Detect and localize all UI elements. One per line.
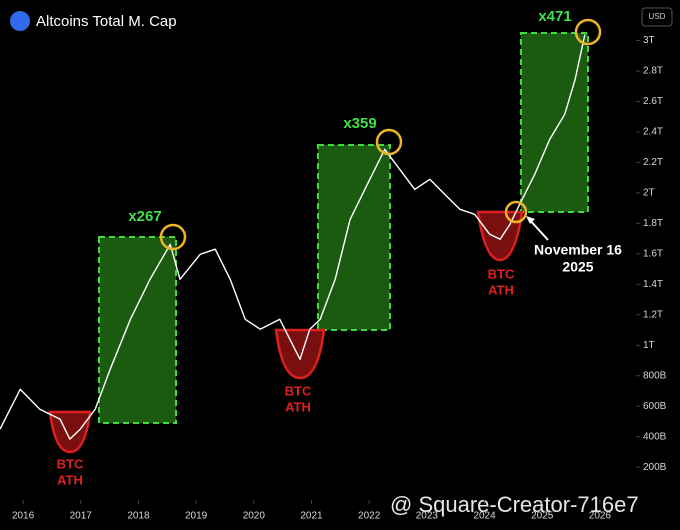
ath-label: BTC [57,456,84,471]
line [0,34,586,440]
ath-label: ATH [57,472,83,487]
y-tick-label: 2T [643,187,655,198]
x-tick-label: 2018 [127,511,150,522]
y-tick-label: 2.6T [643,96,663,107]
peak-circle [375,128,403,156]
gain-label: x359 [343,115,376,132]
y-tick-label: 600B [643,401,667,412]
gain-label: x267 [128,208,161,225]
x-tick-label: 2023 [416,511,439,522]
circles [159,18,602,251]
gain-label: x471 [538,8,571,25]
y-tick-label: 400B [643,431,667,442]
x-tick-label: 2025 [531,511,554,522]
currency-box [641,7,673,27]
y-tick-label: 2.4T [643,127,663,138]
y-tick-label: 800B [643,370,667,381]
x-tick-label: 2024 [473,511,496,522]
x-tick-label: 2026 [589,511,612,522]
ath-dip [274,328,326,380]
x-tick-label: 2021 [300,511,323,522]
peak-circle [574,18,602,46]
date-circle [504,200,528,224]
x-tick-label: 2019 [185,511,208,522]
ath-label: ATH [488,282,514,297]
x-tick-label: 2020 [243,511,266,522]
y-tick-label: 200B [643,462,667,473]
gain-box [520,32,589,213]
peak-circle [159,223,187,251]
y-tick-label: 1.4T [643,279,663,290]
ath-dip [48,410,92,454]
currency: USD [649,12,666,21]
y-tick-label: 1.8T [643,218,663,229]
date-label: 2025 [562,259,593,275]
y-tick-label: 2.8T [643,66,663,77]
date-label: November 16 [534,242,622,258]
y-tick-label: 1T [643,340,655,351]
watermark: @ Square-Creator-716e7 [390,492,639,517]
gain-box [98,236,177,424]
arrow-head [526,216,535,224]
ath-dip [476,210,524,262]
ath-label: ATH [285,399,311,414]
x-tick-label: 2017 [70,511,93,522]
x-tick-label: 2022 [358,511,381,522]
y-tick-label: 1.2T [643,309,663,320]
ath-label: BTC [285,383,312,398]
plot-area [0,34,586,440]
gain-box [317,144,391,331]
title-icon [10,11,30,31]
highlights [48,32,589,454]
y-tick-label: 2.2T [643,157,663,168]
ath-label: BTC [488,266,515,281]
x-tick-label: 2016 [12,511,35,522]
chart-title: Altcoins Total M. Cap [36,13,177,30]
y-tick-label: 1.6T [643,248,663,259]
y-tick-label: 3T [643,35,655,46]
